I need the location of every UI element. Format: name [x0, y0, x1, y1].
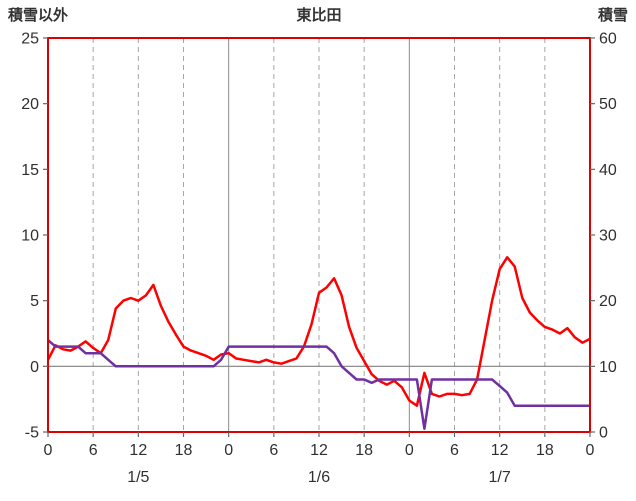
left-axis-tick-label: 25: [21, 31, 39, 48]
left-axis-tick-label: 0: [30, 359, 39, 376]
x-axis-tick-label: 6: [89, 442, 98, 459]
snow-depth-line: [48, 338, 590, 430]
x-axis-tick-label: 12: [310, 442, 328, 459]
left-axis-tick-label: 15: [21, 162, 39, 179]
left-axis-tick-label: -5: [25, 425, 39, 442]
x-axis-tick-label: 12: [129, 442, 147, 459]
left-axis-tick-label: 10: [21, 228, 39, 245]
x-axis-tick-label: 18: [355, 442, 373, 459]
right-axis-tick-label: 40: [599, 162, 617, 179]
temperature-non-snow-line: [48, 256, 590, 407]
x-axis-day-label: 1/6: [308, 469, 330, 486]
left-axis-tick-label: 20: [21, 96, 39, 113]
x-axis-day-label: 1/5: [127, 469, 149, 486]
right-axis-tick-label: 60: [599, 31, 617, 48]
right-axis-title: 積雪: [597, 7, 628, 24]
x-axis-tick-label: 12: [491, 442, 509, 459]
x-axis-tick-label: 0: [44, 442, 53, 459]
right-axis-tick-label: 10: [599, 359, 617, 376]
x-axis-tick-label: 18: [536, 442, 554, 459]
right-axis-tick-label: 20: [599, 293, 617, 310]
x-axis-tick-label: 18: [175, 442, 193, 459]
x-axis-tick-label: 0: [405, 442, 414, 459]
right-axis-tick-label: 30: [599, 228, 617, 245]
right-axis-tick-label: 0: [599, 425, 608, 442]
x-axis-tick-label: 6: [450, 442, 459, 459]
left-axis-tick-label: 5: [30, 293, 39, 310]
x-axis-tick-label: 0: [224, 442, 233, 459]
x-axis-tick-label: 6: [269, 442, 278, 459]
x-axis-tick-label: 0: [586, 442, 595, 459]
x-axis-day-label: 1/7: [489, 469, 511, 486]
chart-title: 東比田: [296, 7, 342, 24]
left-axis-title: 積雪以外: [8, 7, 69, 24]
right-axis-tick-label: 50: [599, 96, 617, 113]
